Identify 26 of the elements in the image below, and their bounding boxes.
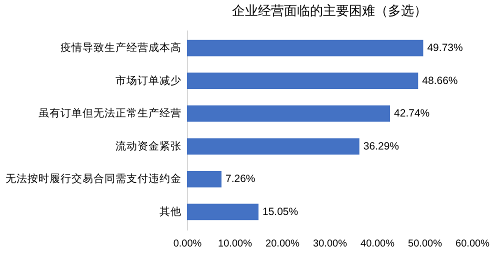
x-tick-label: 20.00% (266, 238, 300, 250)
chart-title: 企业经营面临的主要困难（多选） (232, 3, 427, 19)
x-tick-label: 0.00% (173, 238, 202, 250)
y-tick-label: 疫情导致生产经营成本高 (60, 41, 182, 54)
data-label: 42.74% (394, 108, 430, 120)
x-tick-label: 50.00% (408, 238, 442, 250)
x-tick-label: 10.00% (218, 238, 252, 250)
bar (187, 105, 390, 122)
bar (187, 72, 418, 90)
bar (187, 204, 258, 220)
y-tick-label: 虽有订单但无法正常生产经营 (38, 106, 182, 120)
x-tick-label: 60.00% (456, 238, 490, 250)
bar (187, 170, 222, 188)
y-tick-label: 市场订单减少 (116, 74, 182, 87)
y-tick-label: 其他 (160, 204, 182, 218)
y-tick-label: 无法按时履行交易合同需支付违约金 (6, 172, 182, 186)
data-label: 15.05% (262, 206, 298, 218)
data-label: 48.66% (422, 74, 458, 87)
data-label: 36.29% (363, 140, 400, 152)
data-label: 49.73% (427, 42, 463, 54)
y-tick-label: 流动资金紧张 (116, 139, 182, 152)
data-label: 7.26% (225, 173, 256, 186)
bar (187, 138, 360, 155)
x-tick-label: 30.00% (313, 238, 348, 250)
x-tick-label: 40.00% (360, 238, 395, 250)
bar (187, 40, 424, 56)
